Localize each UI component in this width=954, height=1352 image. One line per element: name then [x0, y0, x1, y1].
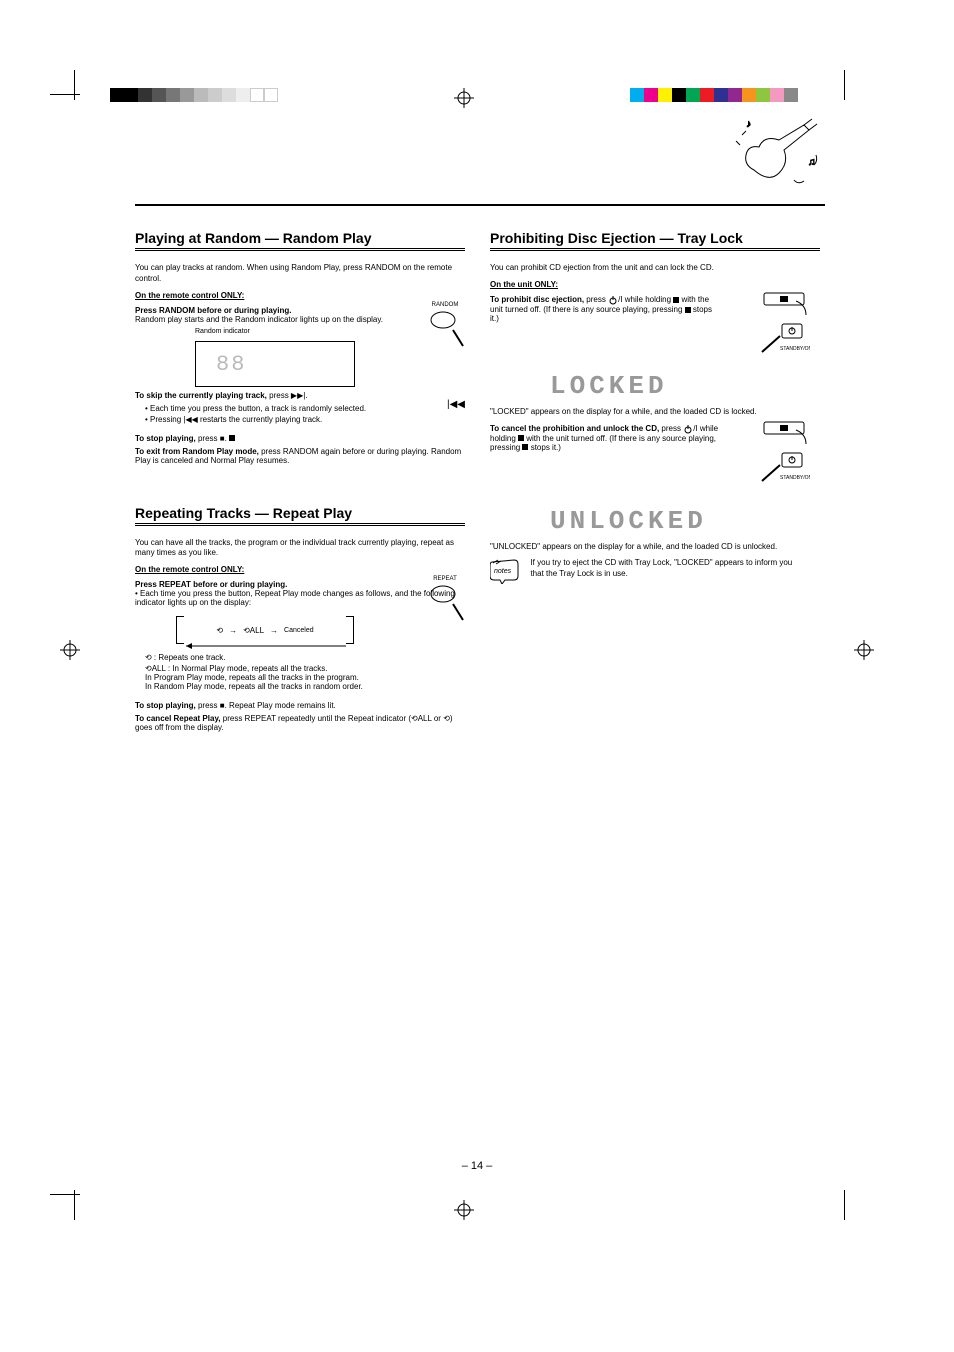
repeat-intro: You can have all the tracks, the program…	[135, 538, 465, 560]
remote-only-label: On the remote control ONLY:	[135, 291, 465, 300]
traylock-intro: You can prohibit CD ejection from the un…	[490, 263, 820, 274]
locked-desc: "LOCKED" appears on the display for a wh…	[490, 407, 820, 418]
color-bar	[630, 88, 798, 102]
divider	[135, 204, 825, 206]
random-button-diagram: RANDOM	[415, 302, 475, 350]
repeat-cycle-diagram: ⟲→⟲ALL→Canceled	[175, 615, 355, 645]
notes-icon: notes	[490, 558, 520, 584]
crop-mark	[50, 70, 80, 100]
registration-mark	[454, 88, 474, 108]
random-intro: You can play tracks at random. When usin…	[135, 263, 465, 285]
note-block: notes If you try to eject the CD with Tr…	[490, 558, 820, 586]
standby-button-diagram-2: STANDBY/ON	[760, 420, 820, 488]
repeat-cancel-instruction: To cancel Repeat Play, press REPEAT repe…	[135, 714, 465, 732]
guitar-illustration: ♪ ♫	[734, 115, 824, 195]
crop-mark	[840, 1190, 870, 1220]
repeat-button-diagram: REPEAT	[415, 576, 475, 624]
lock-instruction: To prohibit disc ejection, press /I whil…	[490, 295, 720, 323]
section-title-repeat: Repeating Tracks — Repeat Play	[135, 505, 465, 526]
locked-display: LOCKED	[550, 371, 820, 401]
registration-mark	[454, 1200, 474, 1220]
section-title-random: Playing at Random — Random Play	[135, 230, 465, 251]
exit-instruction: To exit from Random Play mode, press RAN…	[135, 447, 465, 465]
unlocked-display: UNLOCKED	[550, 506, 820, 536]
section-title-traylock: Prohibiting Disc Ejection — Tray Lock	[490, 230, 820, 251]
note-text: If you try to eject the CD with Tray Loc…	[530, 558, 800, 580]
svg-text:♪: ♪	[746, 119, 751, 130]
page-number: – 14 –	[0, 1160, 954, 1172]
standby-button-diagram: STANDBY/ON	[760, 291, 820, 359]
skip-note-2: • Pressing |◀◀ restarts the currently pl…	[135, 415, 465, 424]
repeat-one-desc: ⟲ : Repeats one track.	[135, 653, 465, 662]
unit-only-label: On the unit ONLY:	[490, 280, 820, 289]
svg-text:STANDBY/ON: STANDBY/ON	[780, 346, 810, 352]
skip-instruction: To skip the currently playing track, pre…	[135, 391, 465, 400]
unlock-instruction: To cancel the prohibition and unlock the…	[490, 424, 720, 452]
unlocked-desc: "UNLOCKED" appears on the display for a …	[490, 542, 820, 553]
svg-text:notes: notes	[494, 568, 512, 575]
registration-mark	[60, 640, 80, 660]
remote-only-label-2: On the remote control ONLY:	[135, 565, 465, 574]
crop-mark	[50, 1190, 80, 1220]
grayscale-bar	[110, 88, 278, 102]
skip-note-1: • Each time you press the button, a trac…	[135, 404, 465, 413]
stop-instruction: To stop playing, press ■.	[135, 434, 465, 443]
repeat-stop-instruction: To stop playing, press ■. Repeat Play mo…	[135, 701, 465, 710]
display-diagram: 88	[195, 341, 355, 387]
svg-text:♫: ♫	[808, 157, 816, 168]
svg-text:STANDBY/ON: STANDBY/ON	[780, 475, 810, 481]
registration-mark	[854, 640, 874, 660]
crop-mark	[840, 70, 870, 100]
repeat-all-desc: ⟲ALL : In Normal Play mode, repeats all …	[135, 664, 465, 691]
